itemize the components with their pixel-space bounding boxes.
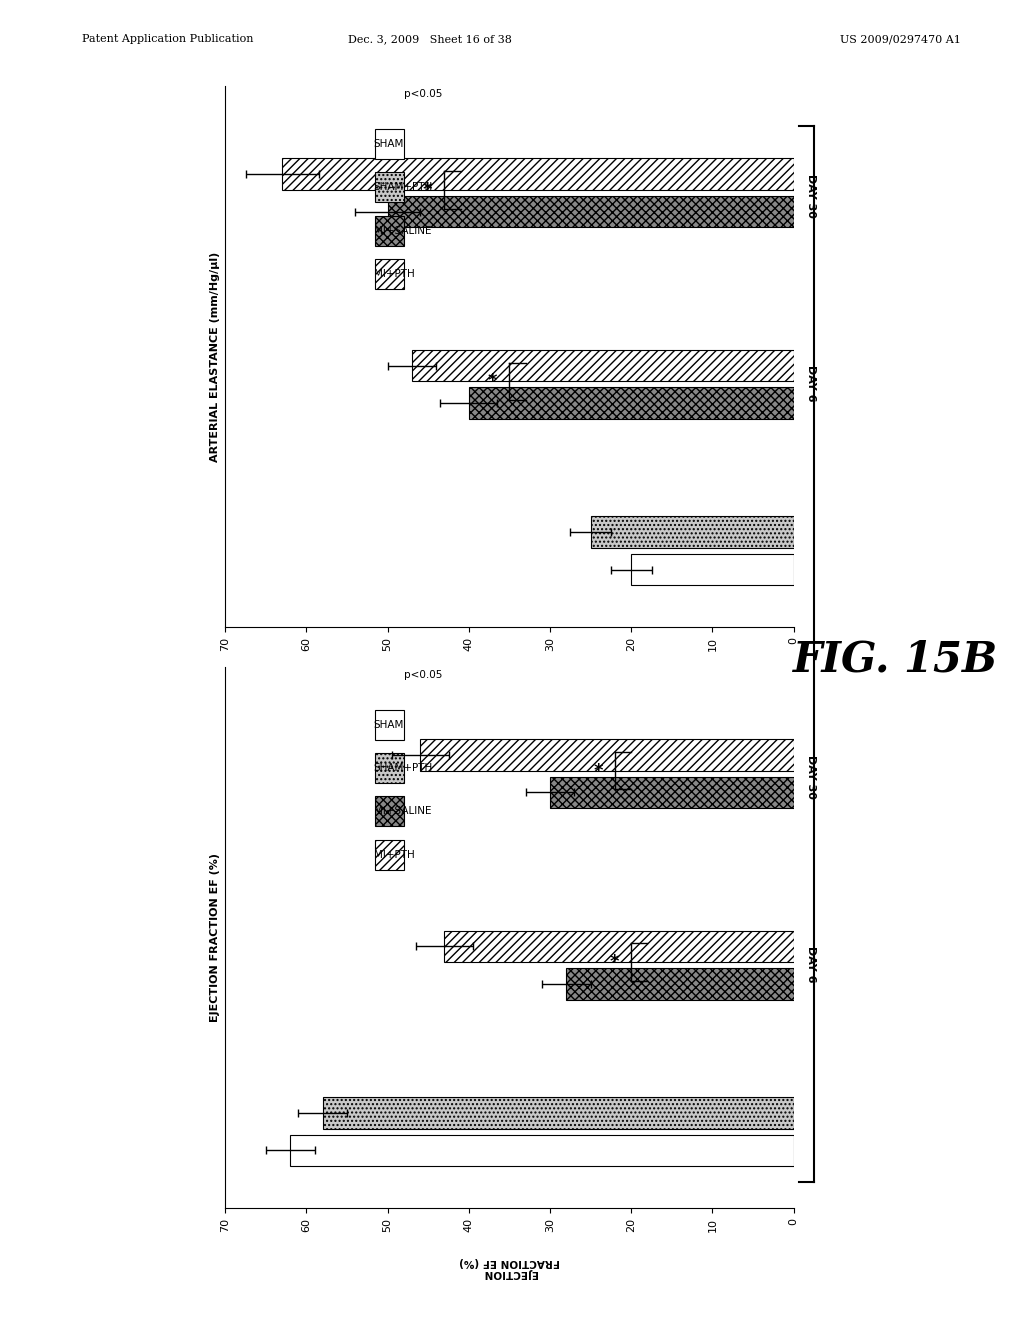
Bar <box>376 173 403 202</box>
Bar <box>376 840 403 870</box>
Bar <box>591 516 794 548</box>
Text: DAY 30: DAY 30 <box>806 174 816 218</box>
Text: *: * <box>593 762 603 780</box>
Bar <box>566 968 794 999</box>
Text: *: * <box>609 953 620 972</box>
Bar <box>376 129 403 160</box>
Bar <box>376 259 403 289</box>
Text: US 2009/0297470 A1: US 2009/0297470 A1 <box>840 34 961 45</box>
Bar <box>290 1134 794 1166</box>
Text: Patent Application Publication: Patent Application Publication <box>82 34 253 45</box>
Bar <box>283 158 794 190</box>
Y-axis label: ARTERIAL ELASTANCE (mm/Hg/μl): ARTERIAL ELASTANCE (mm/Hg/μl) <box>210 251 220 462</box>
Bar <box>376 796 403 826</box>
Text: MI+PTH: MI+PTH <box>374 269 415 279</box>
Y-axis label: EJECTION FRACTION EF (%): EJECTION FRACTION EF (%) <box>210 853 220 1022</box>
Text: SHAM: SHAM <box>374 719 404 730</box>
X-axis label: EJECTION
FRACTION EF (%): EJECTION FRACTION EF (%) <box>459 1257 560 1278</box>
Bar <box>376 754 403 783</box>
Text: Dec. 3, 2009   Sheet 16 of 38: Dec. 3, 2009 Sheet 16 of 38 <box>348 34 512 45</box>
Bar <box>469 387 794 418</box>
Text: *: * <box>487 372 498 391</box>
Bar <box>550 776 794 808</box>
Text: FIG. 15B: FIG. 15B <box>794 639 998 681</box>
Text: p<0.05: p<0.05 <box>403 90 442 99</box>
Bar <box>323 1097 794 1129</box>
Text: SHAM+PTH: SHAM+PTH <box>374 763 433 774</box>
Text: *: * <box>423 181 432 199</box>
Text: DAY 6: DAY 6 <box>806 366 816 401</box>
Bar <box>420 739 794 771</box>
Text: DAY 6: DAY 6 <box>806 946 816 982</box>
Bar <box>376 710 403 741</box>
Text: SHAM+PTH: SHAM+PTH <box>374 182 433 193</box>
Bar <box>376 215 403 246</box>
Bar <box>444 931 794 962</box>
Text: MI+SALINE: MI+SALINE <box>374 807 431 817</box>
Text: SHAM: SHAM <box>374 139 404 149</box>
Text: p<0.05: p<0.05 <box>403 671 442 680</box>
Text: MI+PTH: MI+PTH <box>374 850 415 859</box>
Bar <box>631 553 794 585</box>
Bar <box>388 195 794 227</box>
Text: MI+SALINE: MI+SALINE <box>374 226 431 236</box>
Text: DAY 30: DAY 30 <box>806 755 816 799</box>
X-axis label: ARTERIAL
ELASTANCE (mm/Hg/μl): ARTERIAL ELASTANCE (mm/Hg/μl) <box>441 676 578 697</box>
Bar <box>412 350 794 381</box>
